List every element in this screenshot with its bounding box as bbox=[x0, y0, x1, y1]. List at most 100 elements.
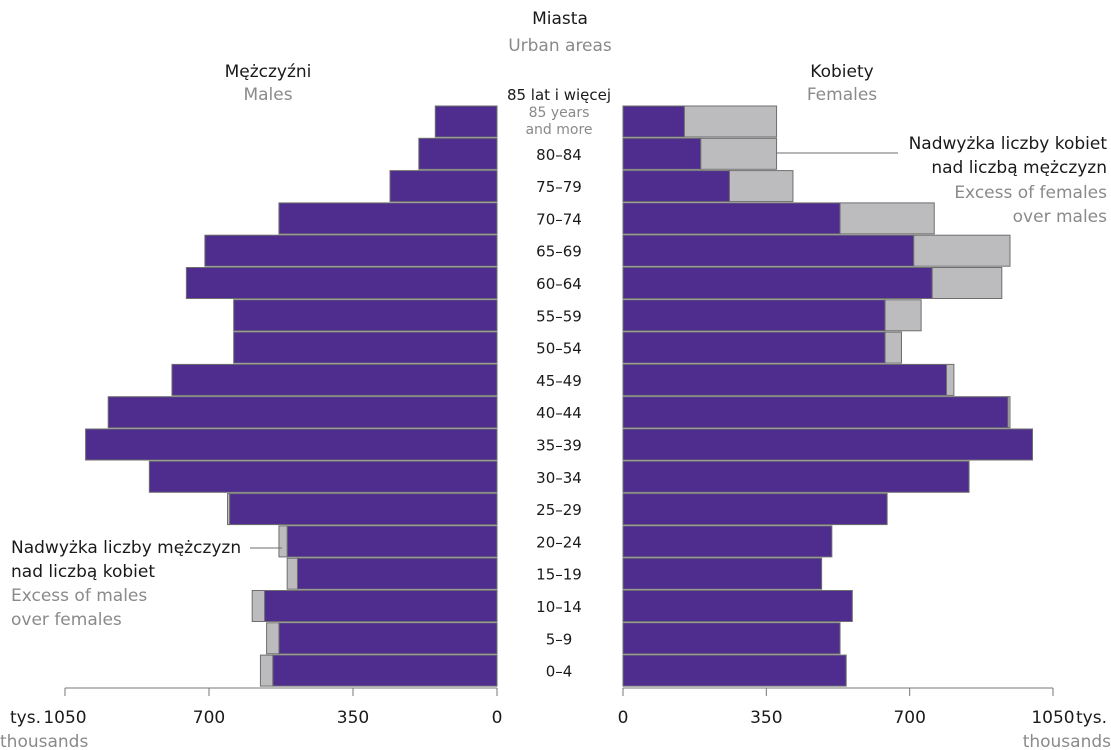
male-bar-65-69 bbox=[204, 234, 498, 267]
left-axis-unit-en: thousands bbox=[0, 732, 88, 750]
female-bar-50-54 bbox=[622, 331, 886, 364]
females-axis-tick-label: 1050 bbox=[1031, 708, 1074, 728]
females-header: Kobiety bbox=[810, 62, 873, 82]
male-excess-label-4: over females bbox=[11, 610, 122, 630]
female-excess-bar-75-79 bbox=[728, 170, 794, 203]
right-axis-unit: tys. bbox=[1076, 708, 1107, 728]
females-axis-tick-label: 700 bbox=[893, 708, 925, 728]
age-label-65-69: 65–69 bbox=[536, 243, 582, 261]
age-label-45-49: 45–49 bbox=[536, 372, 582, 390]
females-axis-tick-label: 0 bbox=[618, 708, 629, 728]
female-excess-bar-40-44 bbox=[1007, 396, 1011, 429]
age-label-85plus: 85 lat i więcej bbox=[507, 86, 611, 104]
male-bar-40-44 bbox=[107, 396, 498, 429]
female-excess-label-1: Nadwyżka liczby kobiet bbox=[909, 134, 1108, 154]
male-bar-25-29 bbox=[229, 493, 498, 526]
left-axis-unit: tys. bbox=[10, 708, 41, 728]
male-bar-30-34 bbox=[148, 460, 498, 493]
right-axis-unit-en: thousands bbox=[1023, 732, 1111, 750]
age-label-40-44: 40–44 bbox=[536, 404, 582, 422]
male-excess-bar-10-14 bbox=[251, 590, 266, 622]
male-excess-bar-0-4 bbox=[259, 654, 274, 687]
female-bar-65-69 bbox=[622, 234, 915, 267]
female-bar-80-84 bbox=[622, 137, 702, 170]
male-bar-15-19 bbox=[296, 557, 498, 590]
female-excess-bar-65-69 bbox=[913, 234, 1011, 267]
age-label-80-84: 80–84 bbox=[536, 146, 582, 164]
male-bar-55-59 bbox=[233, 299, 498, 332]
age-label-0-4: 0–4 bbox=[546, 663, 573, 681]
female-bar-70-74 bbox=[622, 202, 841, 235]
male-excess-label-2: nad liczbą kobiet bbox=[11, 562, 155, 582]
female-bar-85- bbox=[622, 105, 685, 138]
age-label-35-39: 35–39 bbox=[536, 437, 582, 455]
female-bar-55-59 bbox=[622, 299, 886, 332]
males-axis-tick-label: 1050 bbox=[43, 708, 86, 728]
age-label-10-14: 10–14 bbox=[536, 598, 582, 616]
male-bar-80-84 bbox=[418, 137, 498, 170]
male-bar-85- bbox=[434, 105, 498, 138]
male-bar-75-79 bbox=[389, 170, 498, 203]
age-label-5-9: 5–9 bbox=[546, 630, 573, 648]
females-axis-tick-label: 350 bbox=[750, 708, 782, 728]
male-bar-50-54 bbox=[233, 331, 498, 364]
female-bar-0-4 bbox=[622, 654, 847, 687]
males-axis-tick-label: 0 bbox=[492, 708, 503, 728]
male-excess-bar-5-9 bbox=[266, 622, 280, 655]
age-label-25-29: 25–29 bbox=[536, 501, 582, 519]
female-bar-30-34 bbox=[622, 460, 970, 493]
male-bar-5-9 bbox=[278, 622, 498, 655]
female-bar-40-44 bbox=[622, 396, 1009, 429]
female-bar-35-39 bbox=[622, 428, 1034, 461]
male-bar-45-49 bbox=[171, 363, 498, 396]
female-excess-bar-55-59 bbox=[884, 299, 922, 332]
male-bar-0-4 bbox=[272, 654, 498, 687]
female-excess-label-4: over males bbox=[1013, 207, 1107, 227]
female-bar-20-24 bbox=[622, 525, 833, 558]
female-bar-60-64 bbox=[622, 267, 933, 299]
age-label-75-79: 75–79 bbox=[536, 178, 582, 196]
female-bar-10-14 bbox=[622, 590, 853, 622]
age-label-55-59: 55–59 bbox=[536, 307, 582, 325]
female-excess-bar-60-64 bbox=[931, 267, 1003, 299]
males-axis-tick-label: 350 bbox=[337, 708, 369, 728]
male-bar-70-74 bbox=[278, 202, 498, 235]
age-label-85plus-en-1: 85 years bbox=[529, 105, 590, 121]
male-bar-60-64 bbox=[185, 267, 498, 299]
female-excess-bar-80-84 bbox=[700, 137, 778, 170]
females-subheader: Females bbox=[807, 85, 877, 105]
female-excess-bar-70-74 bbox=[839, 202, 935, 235]
males-header: Mężczyźni bbox=[225, 62, 312, 82]
age-label-60-64: 60–64 bbox=[536, 275, 582, 293]
age-label-70-74: 70–74 bbox=[536, 210, 582, 228]
male-excess-label-1: Nadwyżka liczby mężczyzn bbox=[11, 538, 241, 558]
age-label-20-24: 20–24 bbox=[536, 533, 582, 551]
age-label-30-34: 30–34 bbox=[536, 469, 582, 487]
female-bars bbox=[622, 105, 1034, 687]
age-label-85plus-en-2: and more bbox=[525, 122, 592, 138]
male-bar-10-14 bbox=[264, 590, 498, 622]
female-bar-5-9 bbox=[622, 622, 841, 655]
male-bar-35-39 bbox=[85, 428, 498, 461]
female-excess-bar-85- bbox=[683, 105, 778, 138]
age-group-labels: 85 lat i więcej 85 years and more 80–84 7… bbox=[507, 86, 611, 681]
chart-subtitle: Urban areas bbox=[508, 36, 612, 56]
male-bar-20-24 bbox=[286, 525, 498, 558]
female-excess-bar-45-49 bbox=[946, 363, 955, 396]
male-excess-label-3: Excess of males bbox=[11, 586, 147, 606]
female-excess-label-2: nad liczbą mężczyzn bbox=[931, 158, 1107, 178]
males-axis-tick-label: 700 bbox=[193, 708, 225, 728]
male-excess-bar-25-29 bbox=[227, 493, 231, 526]
male-bars bbox=[85, 105, 498, 687]
age-label-15-19: 15–19 bbox=[536, 566, 582, 584]
female-bar-45-49 bbox=[622, 363, 948, 396]
males-x-axis: 1050 700 350 0 bbox=[43, 687, 503, 728]
female-excess-label-3: Excess of females bbox=[954, 183, 1107, 203]
age-label-50-54: 50–54 bbox=[536, 340, 582, 358]
female-excess-bar-50-54 bbox=[884, 331, 902, 364]
female-bar-75-79 bbox=[622, 170, 730, 203]
females-x-axis: 0 350 700 1050 bbox=[618, 687, 1075, 728]
male-excess-bar-20-24 bbox=[278, 525, 288, 558]
males-subheader: Males bbox=[243, 85, 292, 105]
